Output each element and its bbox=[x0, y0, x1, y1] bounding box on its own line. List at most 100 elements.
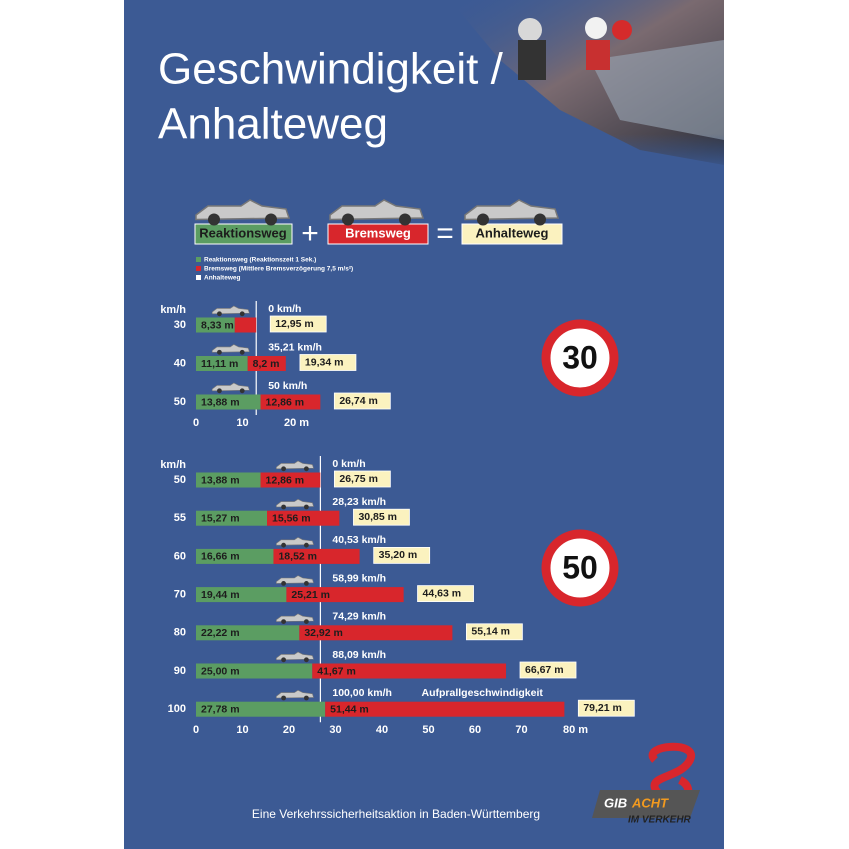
bar-value-label: 11,11 m bbox=[201, 358, 238, 370]
x-tick-label: 10 bbox=[236, 724, 248, 736]
bar-value-label: 12,86 m bbox=[266, 396, 305, 408]
car-icon bbox=[464, 199, 560, 226]
car-body bbox=[211, 344, 250, 353]
car-icon bbox=[276, 498, 315, 510]
header-photo bbox=[450, 0, 724, 170]
car-body bbox=[276, 651, 315, 661]
bar-segment bbox=[299, 625, 453, 641]
bar-segment bbox=[196, 663, 313, 679]
car-wheel bbox=[239, 349, 245, 355]
bar-segment bbox=[196, 625, 300, 641]
car-wheel bbox=[281, 581, 286, 586]
car-wheel bbox=[399, 213, 411, 226]
car-icon bbox=[211, 382, 250, 394]
bar-value-label: 15,27 m bbox=[201, 512, 240, 524]
bar-segment bbox=[260, 394, 321, 410]
speed-sign-label: 30 bbox=[562, 339, 598, 375]
car-body bbox=[276, 460, 315, 470]
car-wheel bbox=[477, 213, 489, 226]
car-body bbox=[329, 199, 425, 221]
x-tick-label: 10 bbox=[236, 417, 248, 429]
car-wheel bbox=[303, 542, 309, 548]
car-wheel bbox=[303, 581, 309, 586]
impact-speed: 35,21 km/h bbox=[268, 341, 322, 353]
x-tick-label: 40 bbox=[376, 724, 388, 736]
car-wheel bbox=[208, 213, 220, 226]
car-icon bbox=[276, 613, 315, 624]
car-body bbox=[211, 305, 250, 315]
car-wheel bbox=[239, 388, 245, 394]
impact-speed: 0 km/h bbox=[268, 303, 301, 315]
impact-speed: 40,53 km/h bbox=[332, 534, 386, 546]
car-icon bbox=[329, 199, 425, 226]
car-wheel bbox=[265, 213, 277, 226]
total-label: 55,14 m bbox=[471, 626, 510, 638]
legend-swatch bbox=[196, 266, 201, 271]
x-tick-label: 20 m bbox=[284, 417, 309, 429]
car-wheel bbox=[281, 504, 286, 510]
x-tick-label: 30 bbox=[329, 724, 341, 736]
car-icon bbox=[211, 344, 250, 355]
equation-term: Anhalteweg bbox=[476, 225, 549, 240]
bar-value-label: 27,78 m bbox=[201, 703, 240, 715]
footer: Eine Verkehrssicherheitsaktion in Baden-… bbox=[252, 807, 540, 821]
bar-value-label: 16,66 m bbox=[201, 551, 240, 563]
y-tick-label: 80 bbox=[174, 627, 186, 639]
bar-value-label: 22,22 m bbox=[201, 627, 240, 639]
title-line: Geschwindigkeit / bbox=[158, 45, 504, 94]
car-icon bbox=[276, 575, 315, 586]
bar-value-label: 51,44 m bbox=[330, 703, 369, 715]
total-label: 44,63 m bbox=[423, 587, 462, 599]
bar-value-label: 19,44 m bbox=[201, 589, 240, 601]
x-tick-label: 0 bbox=[193, 417, 199, 429]
total-box bbox=[299, 354, 357, 371]
car-wheel bbox=[303, 504, 309, 510]
total-box bbox=[269, 315, 327, 333]
car-icon bbox=[276, 537, 315, 548]
car-body bbox=[211, 382, 250, 392]
total-label: 26,74 m bbox=[339, 395, 378, 407]
title-line: Anhalteweg bbox=[158, 100, 388, 149]
equation: Reaktionsweg + Bremsweg = Anhalteweg bbox=[194, 217, 563, 250]
bar-value-label: 25,21 m bbox=[291, 589, 330, 601]
car-wheel bbox=[303, 619, 309, 624]
total-box bbox=[466, 623, 523, 641]
car-wheel bbox=[217, 349, 222, 355]
x-tick-label: 80 m bbox=[563, 724, 588, 736]
bar-segment bbox=[312, 663, 507, 679]
bar-value-label: 15,56 m bbox=[272, 512, 311, 524]
total-box bbox=[353, 508, 410, 526]
y-tick-label: 30 bbox=[174, 319, 186, 331]
car-wheel bbox=[281, 466, 286, 472]
car-body bbox=[276, 575, 315, 584]
bar-value-label: 25,00 m bbox=[201, 665, 240, 677]
car-icon bbox=[211, 305, 250, 317]
equation-box bbox=[194, 223, 293, 245]
total-box bbox=[373, 547, 431, 564]
car-wheel bbox=[534, 213, 546, 226]
bar-segment bbox=[247, 356, 286, 371]
equation-term: Reaktionsweg bbox=[199, 225, 286, 240]
y-tick-label: 50 bbox=[174, 474, 186, 486]
logo-text: IM VERKEHR bbox=[628, 815, 692, 826]
car-wheel bbox=[342, 213, 354, 226]
impact-speed: 28,23 km/h bbox=[332, 496, 386, 508]
impact-speed: 50 km/h bbox=[268, 380, 307, 392]
bar-segment bbox=[196, 587, 287, 603]
logo-text: ACHT bbox=[631, 795, 669, 810]
car-icon bbox=[276, 651, 315, 663]
equation-box bbox=[327, 223, 429, 245]
car-wheel bbox=[303, 657, 309, 663]
bar-segment bbox=[196, 472, 261, 488]
bar-value-label: 32,92 m bbox=[304, 627, 343, 639]
car-wheel bbox=[303, 466, 309, 472]
total-label: 12,95 m bbox=[275, 318, 314, 330]
total-label: 30,85 m bbox=[358, 511, 397, 523]
x-tick-label: 50 bbox=[422, 724, 434, 736]
bar-segment bbox=[260, 472, 321, 488]
y-tick-label: 60 bbox=[174, 550, 186, 562]
total-label: 66,67 m bbox=[525, 664, 564, 676]
speed-sign-label: 50 bbox=[562, 549, 598, 585]
car-wheel bbox=[217, 388, 222, 394]
